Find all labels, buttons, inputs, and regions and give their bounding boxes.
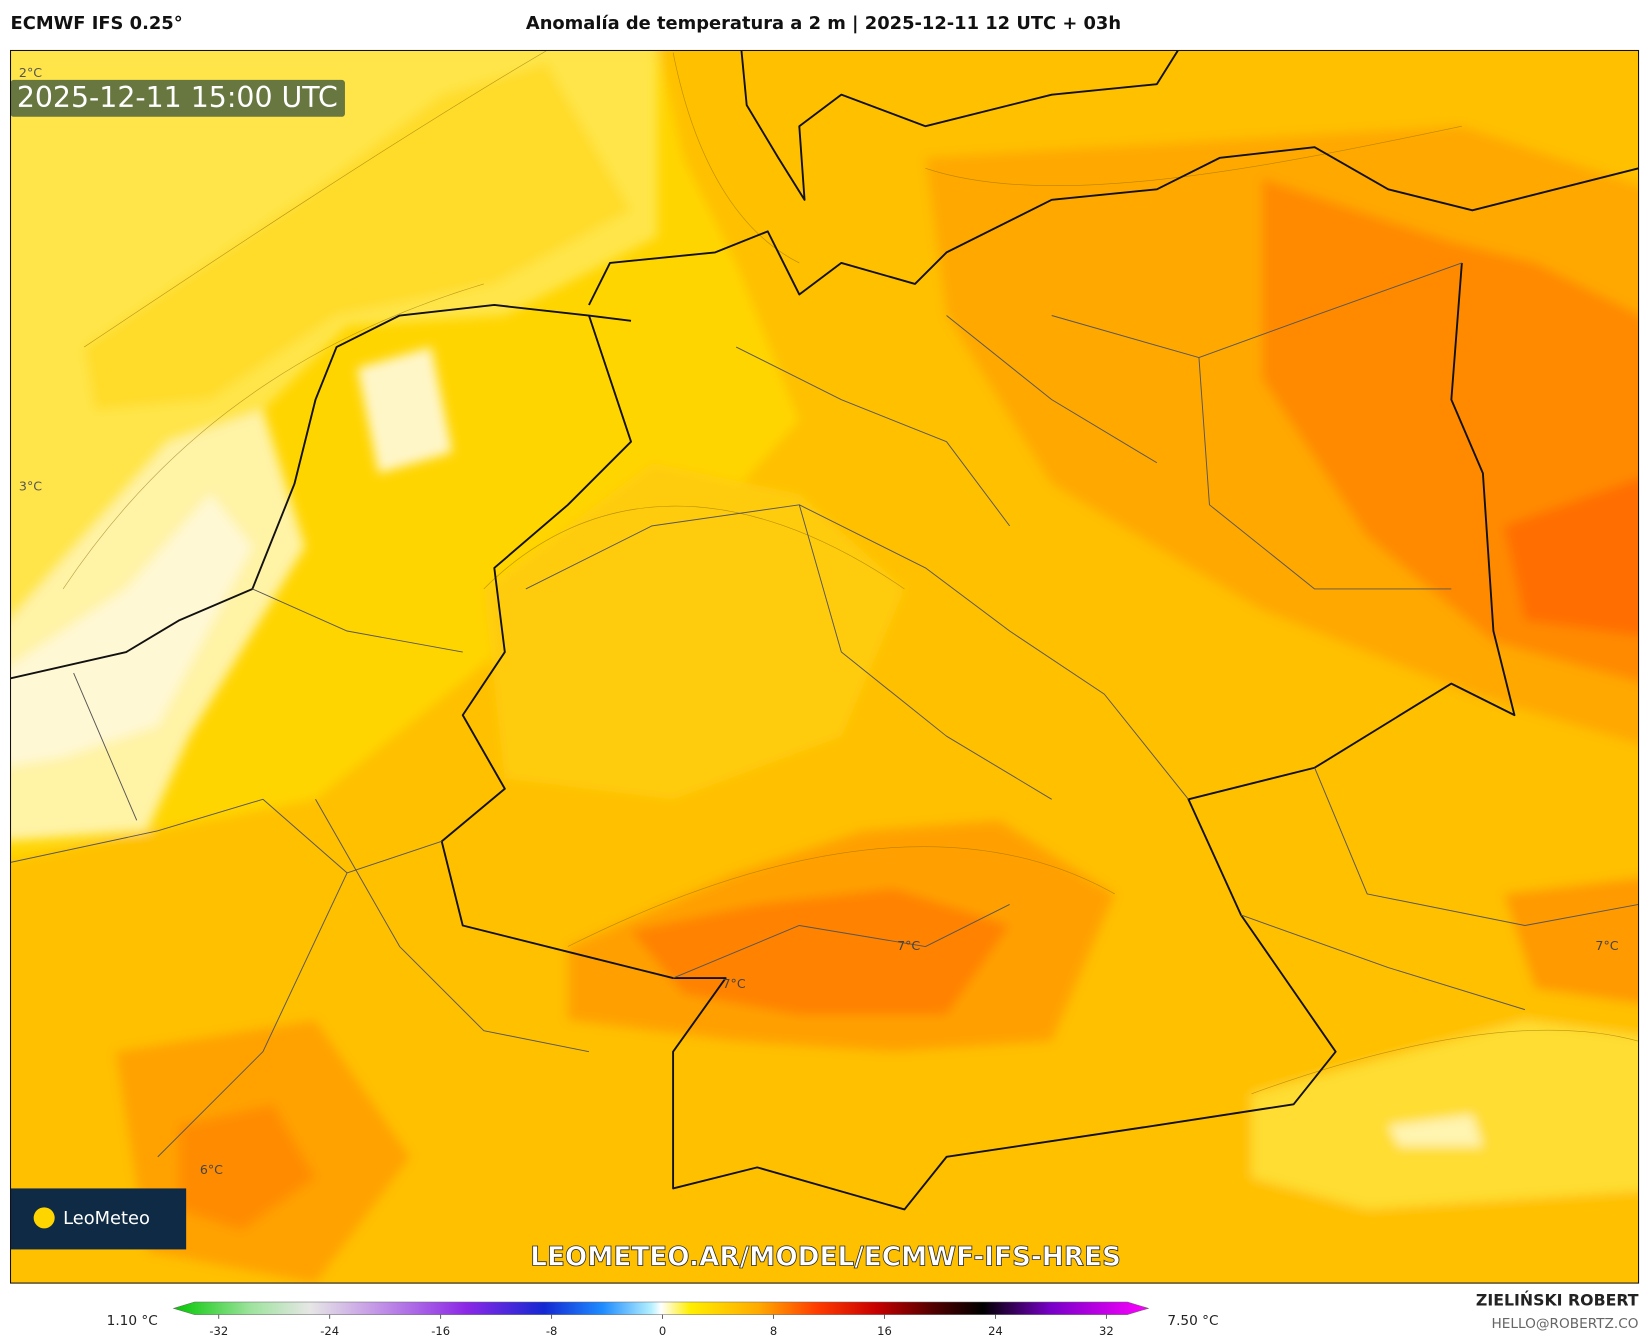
colorbar-tick-label: 32: [1099, 1324, 1114, 1338]
logo-sun: [33, 1207, 55, 1229]
colorbar-tick-label: 16: [877, 1324, 892, 1338]
watermark: LEOMETEO.AR/MODEL/ECMWF-IFS-HRES: [530, 1242, 1121, 1272]
author: ZIELIŃSKI ROBERT: [1476, 1290, 1639, 1309]
colorbar-tick-label: -32: [209, 1324, 228, 1338]
colorbar-tick-label: -8: [546, 1324, 558, 1338]
map-frame: [9, 49, 1640, 1284]
colorbar-tick-label: 0: [659, 1324, 666, 1338]
colorbar-tick-label: 8: [770, 1324, 777, 1338]
logo: LeoMeteo: [63, 1208, 150, 1229]
min-label: 1.10 °C: [107, 1313, 158, 1329]
map: 2°C 3°C 7°C 7°C 7°C 6°C 2025-12-11 15:00…: [10, 50, 1639, 1284]
email: HELLO@ROBERTZ.CO: [1491, 1316, 1638, 1332]
colorbar: [172, 1301, 1150, 1315]
contour-label: 7°C: [723, 976, 746, 991]
contour-label: 2°C: [19, 65, 42, 80]
timestamp: 2025-12-11 15:00 UTC: [17, 81, 338, 114]
model-name: ECMWF IFS 0.25°: [11, 13, 183, 34]
layout: ECMWF IFS 0.25° Anomalía de temperatura …: [9, 13, 1640, 1338]
colorbar-tick-label: -16: [431, 1324, 450, 1338]
colorbar-tick-label: -24: [320, 1324, 339, 1338]
map-title: Anomalía de temperatura a 2 m | 2025-12-…: [526, 13, 1121, 34]
contour-label: 7°C: [897, 938, 920, 953]
contour-label: 3°C: [19, 478, 42, 493]
colorbar-ticks: -32 -24 -16 -8 0 8 16 24 32: [209, 1314, 1114, 1338]
colorbar-tick-label: 24: [988, 1324, 1003, 1338]
contour-label: 7°C: [1595, 938, 1618, 953]
max-label: 7.50 °C: [1167, 1313, 1218, 1329]
contour-label: 6°C: [200, 1162, 223, 1177]
timestamp-box: [10, 79, 345, 117]
